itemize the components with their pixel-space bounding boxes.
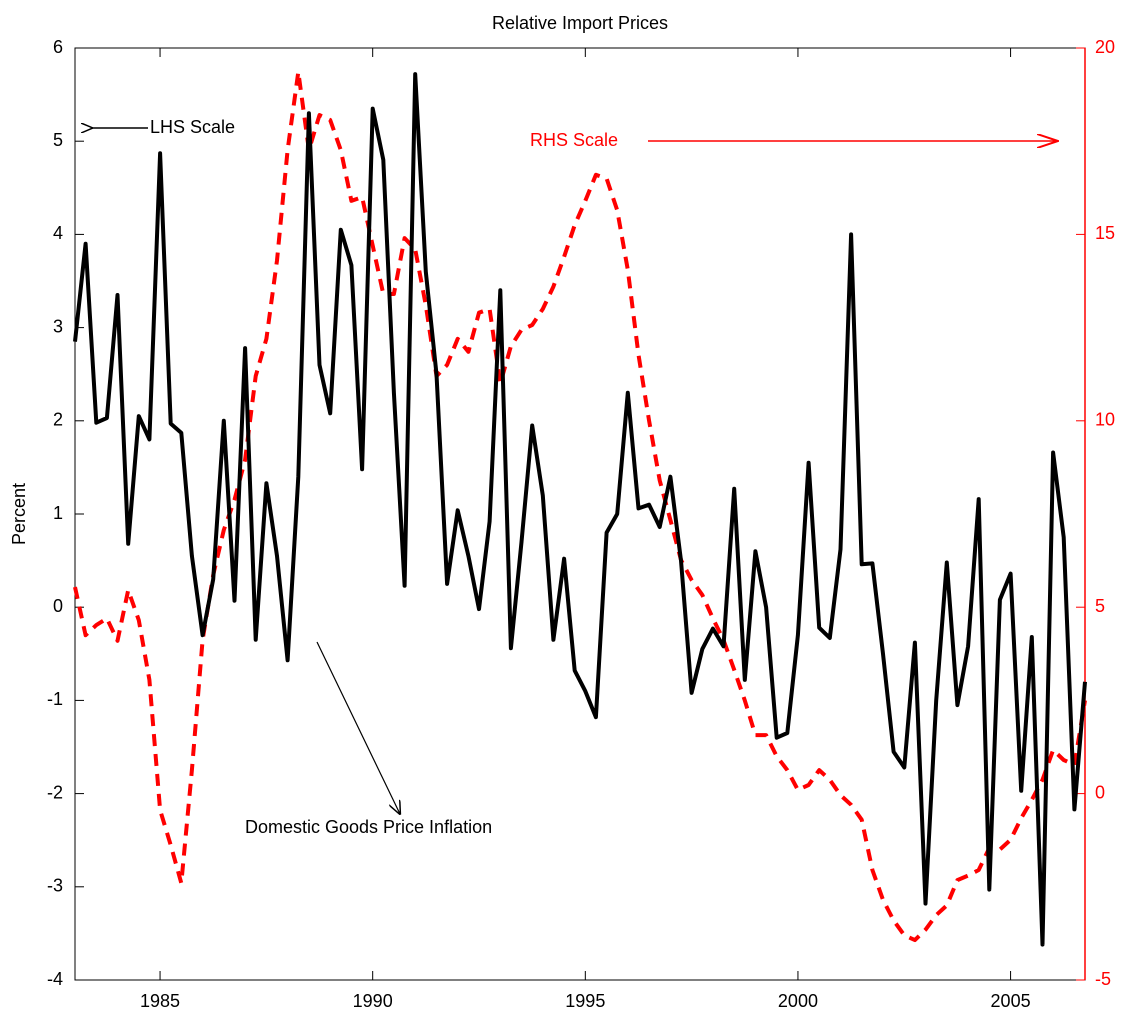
annotation: RHS Scale [530,130,618,150]
y2-tick-label: 20 [1095,37,1115,57]
y-tick-label: 4 [53,223,63,243]
y-axis-label: Percent [9,483,29,545]
series-line [73,72,1087,947]
annotation: Domestic Goods Price Inflation [245,817,492,837]
y-tick-label: 1 [53,503,63,523]
y-tick-label: -4 [47,969,63,989]
y2-tick-label: 15 [1095,223,1115,243]
y-tick-label: -3 [47,876,63,896]
y2-tick-label: 0 [1095,782,1105,802]
y-tick-label: 3 [53,316,63,336]
x-tick-label: 1985 [140,991,180,1011]
x-tick-label: 1990 [353,991,393,1011]
y2-tick-label: 5 [1095,596,1105,616]
y-tick-label: 5 [53,130,63,150]
y-tick-label: 2 [53,410,63,430]
y-tick-label: -2 [47,782,63,802]
annotation: LHS Scale [150,117,235,137]
y2-tick-label: 10 [1095,410,1115,430]
y2-tick-label: -5 [1095,969,1111,989]
x-tick-label: 2005 [991,991,1031,1011]
x-tick-label: 1995 [565,991,605,1011]
y-tick-label: 0 [53,596,63,616]
y-tick-label: -1 [47,689,63,709]
annotation-arrow [316,641,400,814]
plot-frame [74,47,1086,981]
x-tick-label: 2000 [778,991,818,1011]
y-tick-label: 6 [53,37,63,57]
chart-title: Relative Import Prices [492,13,668,33]
series-line [73,69,1087,943]
